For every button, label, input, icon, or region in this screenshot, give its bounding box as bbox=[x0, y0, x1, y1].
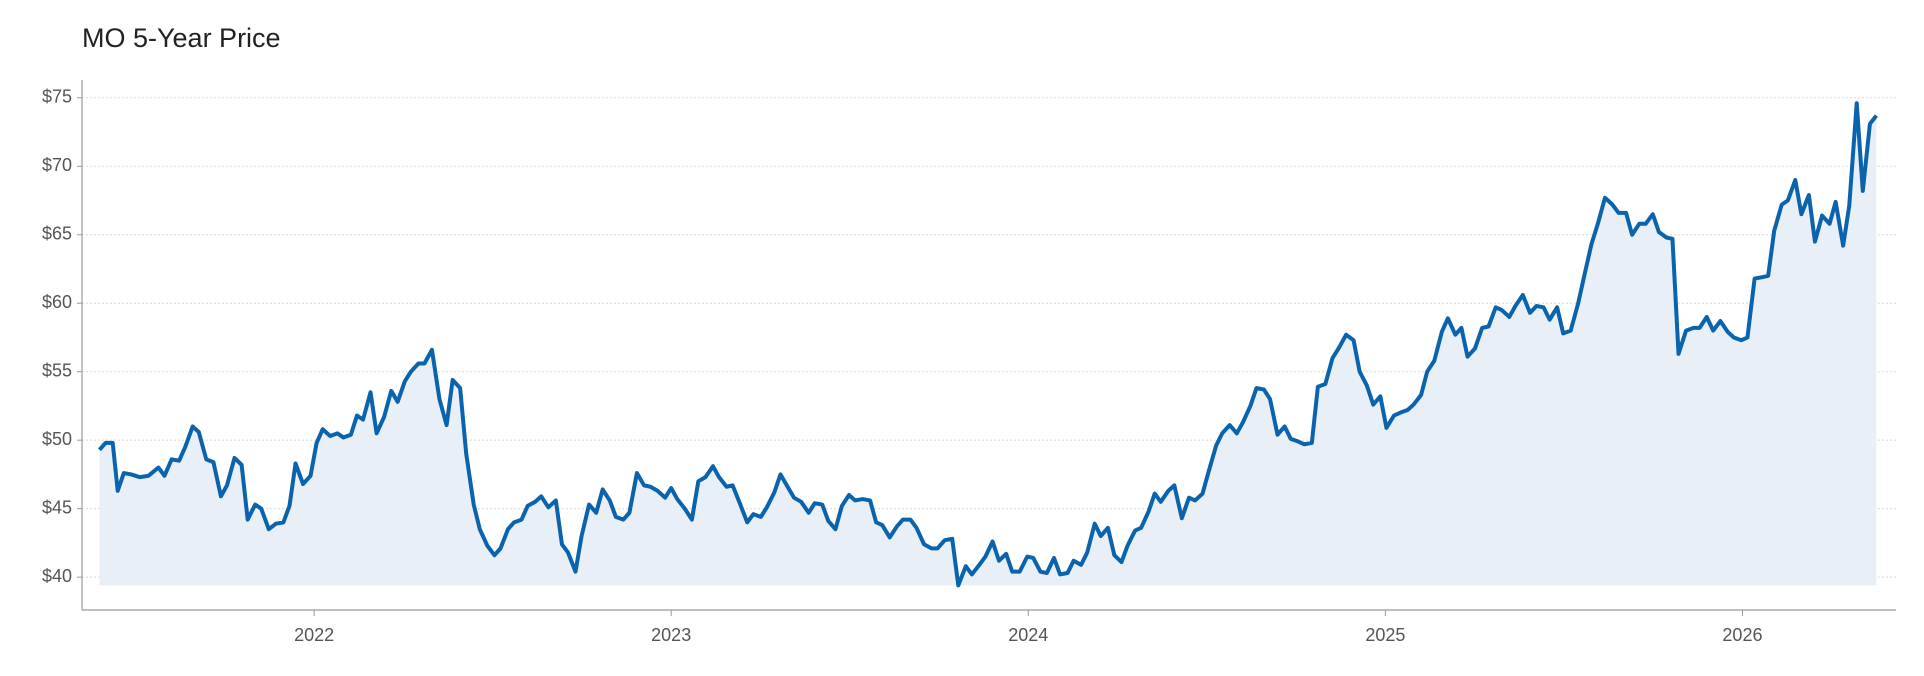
price-line bbox=[98, 101, 1878, 588]
chart-title: MO 5-Year Price bbox=[82, 23, 281, 53]
y-tick-label: $55 bbox=[42, 360, 72, 380]
x-tick-label: 2025 bbox=[1365, 625, 1405, 645]
x-tick-label: 2024 bbox=[1008, 625, 1048, 645]
x-tick-label: 2026 bbox=[1722, 625, 1762, 645]
x-tick-label: 2022 bbox=[294, 625, 334, 645]
y-tick-label: $60 bbox=[42, 292, 72, 312]
y-tick-label: $70 bbox=[42, 155, 72, 175]
y-tick-label: $45 bbox=[42, 497, 72, 517]
y-tick-label: $65 bbox=[42, 224, 72, 244]
y-tick-label: $50 bbox=[42, 429, 72, 449]
x-tick-label: 2023 bbox=[651, 625, 691, 645]
area-fill bbox=[99, 103, 1877, 586]
y-tick-label: $75 bbox=[42, 87, 72, 107]
y-tick-label: $40 bbox=[42, 566, 72, 586]
